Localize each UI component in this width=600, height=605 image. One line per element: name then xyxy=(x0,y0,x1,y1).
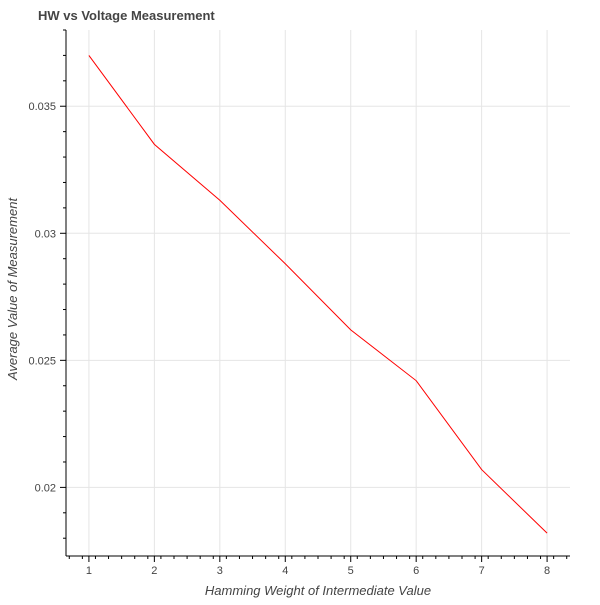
y-tick-label-2: 0.025 xyxy=(28,355,56,367)
y-tick-label-3: 0.03 xyxy=(35,228,56,240)
x-tick-label-3: 3 xyxy=(217,565,223,577)
axes-layer xyxy=(66,30,570,556)
x-tick-label-2: 2 xyxy=(151,565,157,577)
x-tick-label-1: 1 xyxy=(86,565,92,577)
y-tick-label-1: 0.02 xyxy=(35,482,56,494)
y-axis-title: Average Value of Measurement xyxy=(5,197,20,381)
grid-layer xyxy=(66,30,570,556)
ticks-layer: 1 2 3 4 5 6 7 8 0.02 0.025 0.03 0.035 xyxy=(28,30,566,577)
y-tick-label-4: 0.035 xyxy=(28,101,56,113)
x-tick-label-5: 5 xyxy=(348,565,354,577)
x-axis-title: Hamming Weight of Intermediate Value xyxy=(205,583,431,598)
chart-title: HW vs Voltage Measurement xyxy=(38,8,215,23)
series-layer xyxy=(89,55,547,533)
x-tick-label-4: 4 xyxy=(282,565,288,577)
x-tick-label-7: 7 xyxy=(479,565,485,577)
series-line-1 xyxy=(89,55,547,533)
x-tick-label-6: 6 xyxy=(413,565,419,577)
x-tick-label-8: 8 xyxy=(544,565,550,577)
